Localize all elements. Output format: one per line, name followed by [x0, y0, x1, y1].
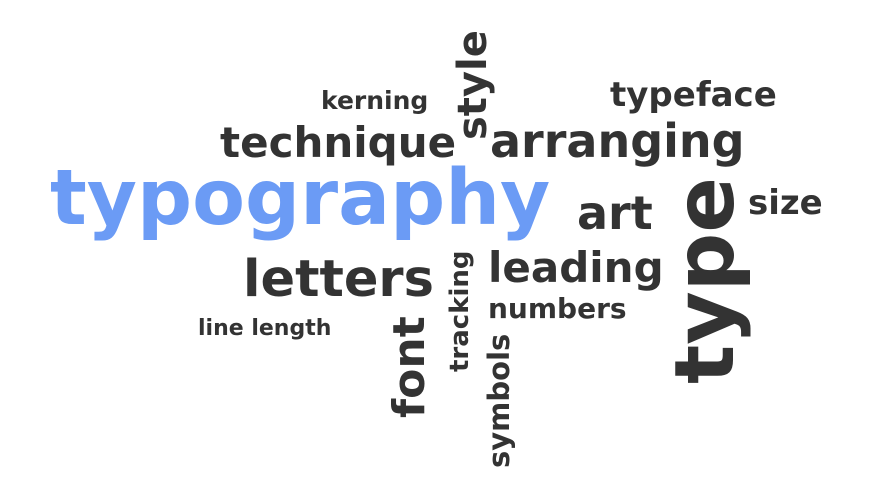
word-style: style [450, 30, 496, 140]
word-letters: letters [243, 250, 434, 309]
word-symbols: symbols [482, 333, 516, 468]
word-arranging: arranging [490, 114, 745, 168]
word-tracking: tracking [445, 250, 475, 372]
word-leading: leading [488, 243, 664, 292]
word-technique: technique [220, 118, 457, 167]
word-font: font [384, 316, 435, 418]
word-typeface: typeface [610, 75, 777, 115]
word-type: type [658, 177, 753, 384]
word-size: size [748, 183, 823, 223]
word-line-length: line length [198, 316, 332, 341]
word-numbers: numbers [488, 292, 627, 325]
word-kerning: kerning [321, 86, 429, 115]
word-art: art [577, 186, 653, 240]
word-typography: typography [50, 154, 551, 243]
